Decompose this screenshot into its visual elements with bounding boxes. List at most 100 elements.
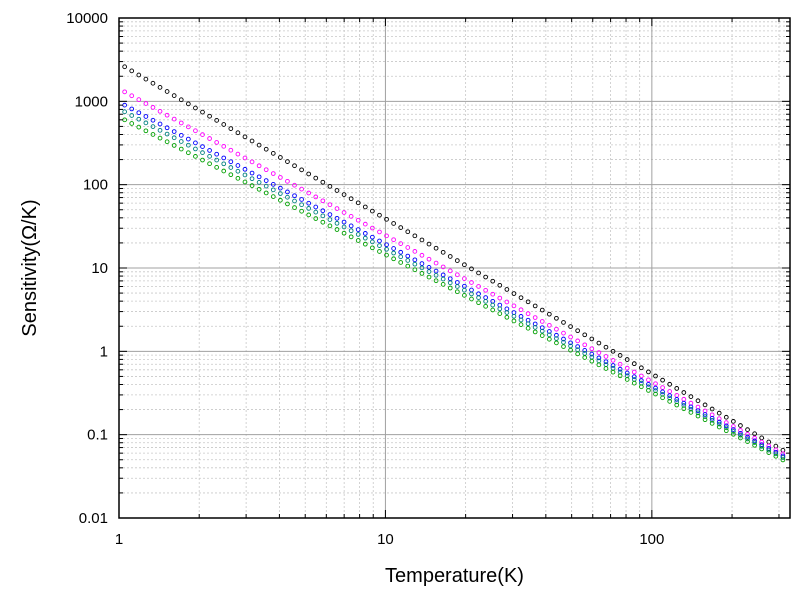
data-point [561,344,566,349]
data-point [639,384,644,390]
data-point [667,399,673,404]
data-point [723,420,729,425]
data-point [667,393,673,398]
data-point [178,132,184,138]
data-point [270,171,276,176]
series-1 [122,64,786,453]
data-point [554,332,559,338]
data-point [476,295,481,300]
data-point [716,424,722,430]
data-point [334,215,340,221]
data-point [766,450,772,455]
data-point [299,208,304,214]
data-point [150,80,156,86]
data-point [469,266,474,272]
data-point [646,369,651,375]
data-point [136,72,142,78]
data-point [617,373,623,379]
data-point [674,386,680,391]
data-point [653,373,658,379]
data-point [518,307,524,313]
data-point [398,249,404,255]
data-point [709,420,715,426]
x-tick-label: 100 [639,531,664,548]
data-point [440,276,446,282]
data-point [362,221,368,227]
data-point [546,329,552,334]
data-point [681,406,687,412]
data-point [185,124,191,130]
data-point [766,439,772,445]
data-point [674,397,680,402]
data-point [377,229,382,235]
data-point [207,136,212,141]
data-point [143,114,149,119]
data-point [653,381,658,387]
data-point [582,355,588,360]
data-point [419,252,425,258]
data-point [511,291,517,296]
data-point [476,300,481,306]
data-point [299,186,304,192]
data-point [447,254,453,259]
data-point [278,185,283,191]
data-point [723,423,729,429]
data-point [646,381,651,387]
data-point [745,436,750,442]
data-point [660,377,665,383]
data-point [702,417,708,423]
data-point [157,85,163,90]
data-point [164,139,170,145]
data-point [518,295,524,301]
data-point [738,430,743,436]
data-point [497,306,503,312]
data-point [723,425,729,431]
data-point [306,212,312,218]
data-point [136,116,142,122]
data-point [454,272,460,278]
data-point [695,408,701,414]
data-point [228,159,234,165]
data-point [292,198,297,204]
data-point [320,213,326,219]
data-point [745,439,750,444]
data-point [695,398,701,404]
data-point [171,135,177,141]
data-point [327,223,333,229]
data-point [242,134,248,140]
data-point [780,455,786,460]
data-point [462,276,467,281]
data-point [377,212,382,218]
data-point [200,132,205,137]
data-point [709,415,715,421]
data-point [582,342,588,348]
y-tick-label: 0.1 [87,427,108,444]
data-point [412,267,418,273]
data-point [631,380,637,386]
data-point [589,358,595,364]
data-point [462,262,467,268]
y-tick-label: 10000 [66,10,108,27]
data-point [731,419,736,424]
data-point [327,217,333,222]
data-point [631,374,637,380]
data-point [157,121,163,127]
data-point [355,238,361,243]
data-point [320,219,326,225]
data-point [270,182,276,187]
data-point [624,365,630,371]
data-point [738,435,743,441]
data-point [447,285,453,291]
data-point [348,223,354,229]
data-point [164,112,170,118]
data-point [313,204,319,210]
data-point [263,167,269,173]
data-point [207,113,212,119]
data-point [462,293,467,298]
data-point [391,246,396,251]
data-point [426,269,432,274]
data-point [193,146,198,152]
data-point [617,366,623,372]
data-point [355,217,361,223]
